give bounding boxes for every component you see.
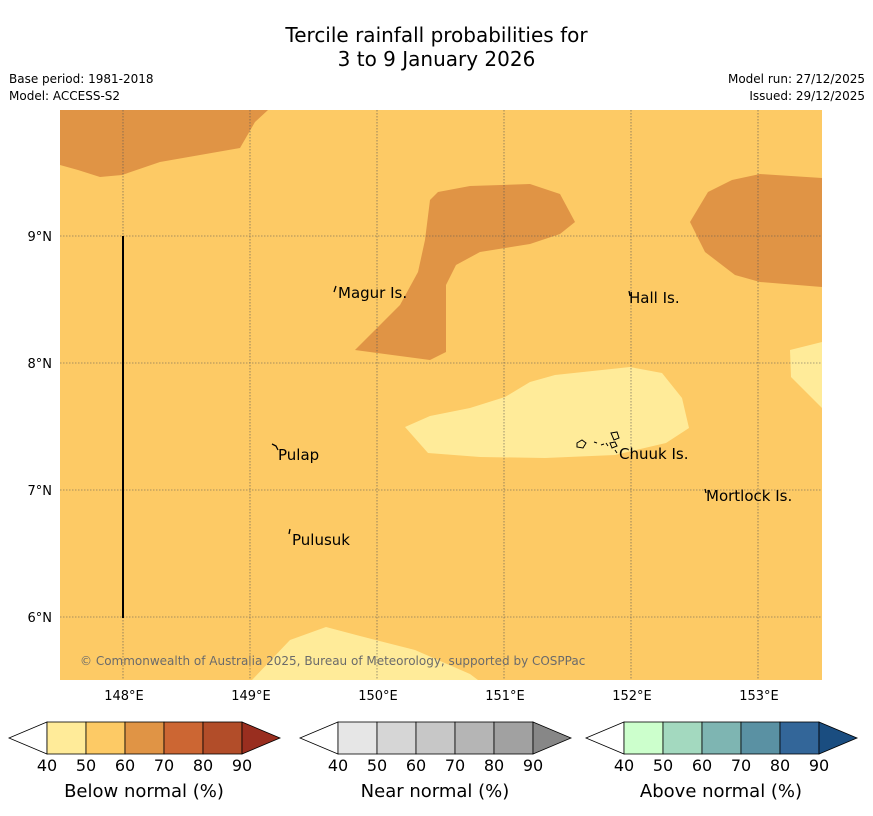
colorbar-near-over-triangle: [532, 721, 573, 755]
colorbar-above-segment: [701, 721, 742, 755]
colorbar-near-tick-label: 70: [445, 756, 465, 775]
colorbar-above-tick-label: 60: [692, 756, 712, 775]
issued-text: Issued: 29/12/2025: [749, 89, 865, 103]
near-normal-label: Near normal (%): [360, 781, 510, 802]
place-label-mortlock: Mortlock Is.: [706, 487, 792, 505]
colorbar-near-normal: 40 50 60 70 80 90: [298, 721, 573, 775]
map-title-line1: Tercile rainfall probabilities for: [285, 23, 588, 47]
lon-label-152e: 152°E: [612, 689, 652, 704]
below-normal-40-50-region-east-edge: [790, 342, 822, 408]
colorbar-below-segment: [202, 721, 243, 755]
colorbar-near-segment: [493, 721, 534, 755]
base-period-text: Base period: 1981-2018: [9, 72, 154, 86]
lon-label-153e: 153°E: [739, 689, 779, 704]
colorbar-near-segment: [376, 721, 417, 755]
lat-label-9n: 9°N: [28, 230, 53, 245]
below-normal-60-70-region-central: [355, 184, 575, 360]
place-label-chuuk: Chuuk Is.: [619, 445, 688, 463]
colorbar-near-segment: [454, 721, 495, 755]
colorbar-below-tick-label: 40: [37, 756, 57, 775]
model-text: Model: ACCESS-S2: [9, 89, 121, 103]
copyright-text: © Commonwealth of Australia 2025, Bureau…: [80, 654, 585, 668]
colorbar-below-tick-label: 60: [115, 756, 135, 775]
colorbar-below-tick-label: 50: [76, 756, 96, 775]
lon-label-148e: 148°E: [104, 689, 144, 704]
below-normal-60-70-region-east: [690, 174, 822, 287]
colorbar-below-over-triangle: [241, 721, 282, 755]
model-run-text: Model run: 27/12/2025: [727, 72, 865, 86]
colorbar-below-tick-label: 80: [193, 756, 213, 775]
colorbar-below-segment: [46, 721, 87, 755]
chuuk-lagoon-outline: [576, 431, 620, 454]
colorbar-above-tick-label: 90: [809, 756, 829, 775]
colorbar-below-tick-label: 90: [232, 756, 252, 775]
colorbar-above-segment: [740, 721, 781, 755]
place-labels: Magur Is. Hall Is. Pulap Chuuk Is. Mortl…: [278, 284, 792, 549]
colorbar-above-tick-label: 50: [653, 756, 673, 775]
place-label-magur: Magur Is.: [338, 284, 407, 302]
place-label-hall: Hall Is.: [629, 289, 680, 307]
pulusuk-island-outline: [288, 528, 291, 535]
colorbar-above-over-triangle: [818, 721, 859, 755]
colorbar-below-segment: [163, 721, 204, 755]
colorbar-above-tick-label: 70: [731, 756, 751, 775]
colorbar-below-segment: [124, 721, 165, 755]
lon-label-150e: 150°E: [358, 689, 398, 704]
lat-label-7n: 7°N: [28, 484, 53, 499]
pulap-island-outline: [271, 443, 279, 451]
graticule: [60, 110, 822, 680]
colorbar-above-segment: [662, 721, 703, 755]
lat-label-6n: 6°N: [28, 611, 53, 626]
colorbar-above-under-triangle: [584, 721, 625, 755]
colorbar-near-tick-label: 80: [484, 756, 504, 775]
colorbar-below-segment: [85, 721, 126, 755]
colorbar-near-segment: [415, 721, 456, 755]
colorbar-above-segment: [623, 721, 664, 755]
colorbar-above-normal: 40 50 60 70 80 90: [584, 721, 859, 775]
colorbar-above-segment: [779, 721, 820, 755]
colorbar-below-tick-label: 70: [154, 756, 174, 775]
colorbar-below-normal: 40 50 60 70 80 90: [7, 721, 282, 775]
colorbar-near-tick-label: 50: [367, 756, 387, 775]
map-area: [60, 110, 822, 680]
below-normal-40-50-region-south: [252, 627, 478, 680]
mortlock-island-outline: [704, 488, 707, 494]
map-title-line2: 3 to 9 January 2026: [337, 47, 536, 71]
hall-island-outline: [628, 290, 631, 297]
island-outlines: [271, 285, 707, 535]
colorbar-near-tick-label: 40: [328, 756, 348, 775]
place-label-pulusuk: Pulusuk: [292, 531, 350, 549]
longitude-labels: 148°E 149°E 150°E 151°E 152°E 153°E: [104, 689, 779, 704]
below-normal-60-70-region-northwest: [60, 110, 268, 177]
colorbar-above-tick-label: 80: [770, 756, 790, 775]
lon-label-151e: 151°E: [485, 689, 525, 704]
colorbar-near-tick-label: 90: [523, 756, 543, 775]
lat-label-8n: 8°N: [28, 357, 53, 372]
colorbar-near-under-triangle: [298, 721, 339, 755]
colorbar-near-tick-label: 60: [406, 756, 426, 775]
latitude-labels: 9°N 8°N 7°N 6°N: [28, 230, 53, 626]
lon-label-149e: 149°E: [231, 689, 271, 704]
magur-island-outline: [333, 285, 337, 293]
colorbar-near-segment: [337, 721, 378, 755]
below-normal-label: Below normal (%): [64, 781, 224, 802]
colorbar-above-tick-label: 40: [614, 756, 634, 775]
above-normal-label: Above normal (%): [639, 781, 803, 802]
colorbar-below-under-triangle: [7, 721, 48, 755]
place-label-pulap: Pulap: [278, 446, 319, 464]
